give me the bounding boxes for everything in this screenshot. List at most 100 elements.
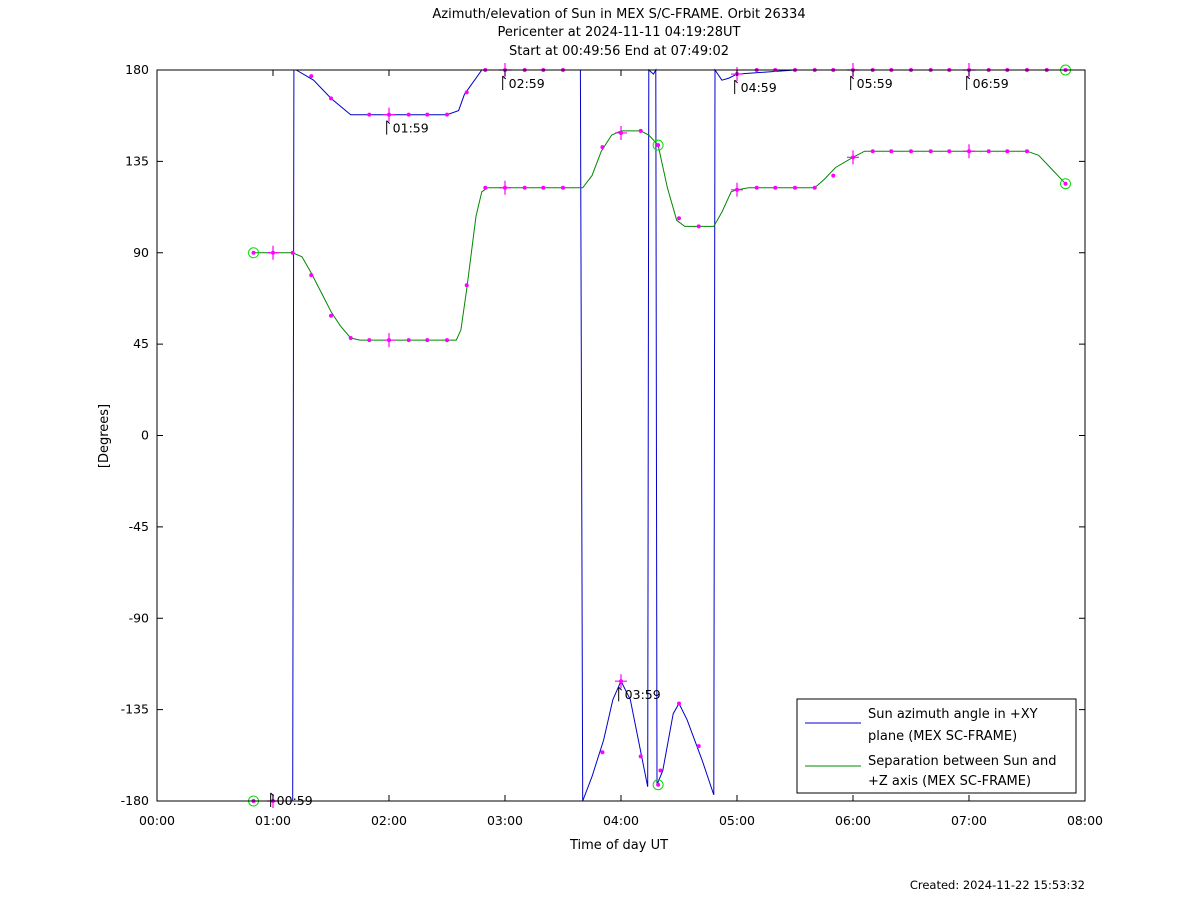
series-point-0 <box>445 112 449 117</box>
annotation-label: 03:59 <box>625 687 661 702</box>
orbit-point-dot <box>656 782 661 787</box>
hour-marker <box>847 150 859 165</box>
series-point-0 <box>367 112 372 117</box>
series-point-1 <box>947 149 952 154</box>
plot-frame <box>156 69 1086 802</box>
series-point-1 <box>793 185 797 190</box>
series-point-0 <box>696 744 701 749</box>
y-axis-label: [Degrees] <box>97 404 112 468</box>
series-point-1 <box>754 185 759 190</box>
series-point-1 <box>483 185 488 190</box>
x-tick-label: 07:00 <box>951 813 987 828</box>
series-point-1 <box>1005 149 1010 154</box>
legend-label-azimuth-line-2: plane (MEX SC-FRAME) <box>868 729 1017 744</box>
series-point-1 <box>812 185 817 190</box>
annotation-label: 06:59 <box>973 76 1009 91</box>
series-point-1 <box>464 283 469 288</box>
annotation-pointer <box>618 686 623 702</box>
y-tick-label: 135 <box>125 153 149 168</box>
chart-title-line-1: Azimuth/elevation of Sun in MEX S/C-FRAM… <box>432 7 805 22</box>
series-point-1 <box>406 338 411 343</box>
x-axis-label: Time of day UT <box>569 838 668 853</box>
series-point-1 <box>696 224 701 229</box>
series-point-1 <box>522 185 527 190</box>
series-line-0 <box>253 68 1066 802</box>
y-tick-label: 90 <box>133 245 149 260</box>
x-tick-label: 00:00 <box>139 813 175 828</box>
orbit-point-circle <box>652 779 664 791</box>
series-point-1 <box>561 185 565 190</box>
ticks-layer: 00:00 01:00 02:00 03:00 04:00 05:00 06:00 07:00… <box>121 62 1103 828</box>
y-tick-label: 45 <box>133 336 149 351</box>
x-tick-label: 03:00 <box>487 813 523 828</box>
series-point-1 <box>928 149 933 154</box>
x-tick-label: 06:00 <box>835 813 871 828</box>
series-point-1 <box>348 336 353 341</box>
y-tick-label: 180 <box>125 62 149 77</box>
series-point-0 <box>638 754 643 759</box>
annotation-pointer <box>386 120 391 135</box>
series-point-0 <box>329 96 333 101</box>
hour-marker <box>963 144 975 159</box>
series-point-0 <box>406 112 411 117</box>
series-line-1 <box>253 130 1066 341</box>
series-point-1 <box>986 149 991 154</box>
series-point-0 <box>309 74 314 79</box>
chart-title-line-2: Pericenter at 2024-11-11 04:19:28UT <box>497 25 740 40</box>
chart-title-line-3: Start at 00:49:56 End at 07:49:02 <box>509 44 729 59</box>
annotation-label: 02:59 <box>509 76 545 91</box>
orbit-point-dot <box>656 143 661 148</box>
x-tick-label: 08:00 <box>1067 813 1103 828</box>
series-point-1 <box>367 338 372 343</box>
series-point-0 <box>464 90 469 95</box>
x-tick-label: 02:00 <box>371 813 407 828</box>
series-layer <box>253 68 1066 802</box>
series-point-1 <box>600 145 605 150</box>
y-tick-label: -90 <box>129 610 149 625</box>
series-point-1 <box>889 149 894 154</box>
y-tick-label: -135 <box>121 702 149 717</box>
orbit-point-circle <box>1060 178 1072 190</box>
series-point-1 <box>870 149 875 154</box>
legend: Sun azimuth angle in +XY plane (MEX SC-F… <box>796 698 1077 794</box>
annotation-pointer <box>966 75 971 90</box>
series-point-1 <box>309 273 314 278</box>
legend-box <box>796 698 1077 794</box>
series-point-0 <box>600 750 605 755</box>
hour-marker <box>615 674 627 689</box>
hour-marker <box>731 182 743 197</box>
x-tick-label: 04:00 <box>603 813 639 828</box>
annotation-pointer <box>850 75 855 90</box>
series-point-1 <box>773 185 778 190</box>
y-tick-label: 0 <box>141 428 149 443</box>
series-point-0 <box>425 112 430 117</box>
legend-label-separation-line-1: Separation between Sun and <box>868 754 1056 769</box>
series-point-1 <box>677 216 681 221</box>
series-point-1 <box>445 338 449 343</box>
series-point-0 <box>677 701 681 706</box>
legend-label-separation-line-2: +Z axis (MEX SC-FRAME) <box>868 774 1031 789</box>
orbit-point-dot <box>1063 181 1068 186</box>
hour-marker <box>383 107 395 122</box>
orbit-point-circle <box>652 139 664 151</box>
series-point-1 <box>909 149 913 154</box>
annotation-pointer <box>502 75 507 90</box>
x-tick-label: 01:00 <box>255 813 291 828</box>
legend-label-azimuth-line-1: Sun azimuth angle in +XY <box>868 707 1038 722</box>
series-point-1 <box>541 185 546 190</box>
annotation-label: 04:59 <box>741 80 777 95</box>
series-point-1 <box>831 173 836 178</box>
series-point-0 <box>658 768 663 773</box>
series-point-1 <box>1025 149 1029 154</box>
series-point-1 <box>290 250 295 255</box>
annotation-layer: 00:59 01:59 02:59 03:59 04:59 05:59 06:59 <box>270 75 1009 808</box>
series-point-1 <box>638 128 643 133</box>
y-tick-label: -45 <box>129 519 149 534</box>
created-timestamp: Created: 2024-11-22 15:53:32 <box>910 878 1085 892</box>
y-tick-label: -180 <box>121 793 149 808</box>
hour-marker <box>615 125 627 140</box>
chart-title: Azimuth/elevation of Sun in MEX S/C-FRAM… <box>432 7 805 59</box>
annotation-label: 00:59 <box>277 793 313 808</box>
series-point-1 <box>425 338 430 343</box>
